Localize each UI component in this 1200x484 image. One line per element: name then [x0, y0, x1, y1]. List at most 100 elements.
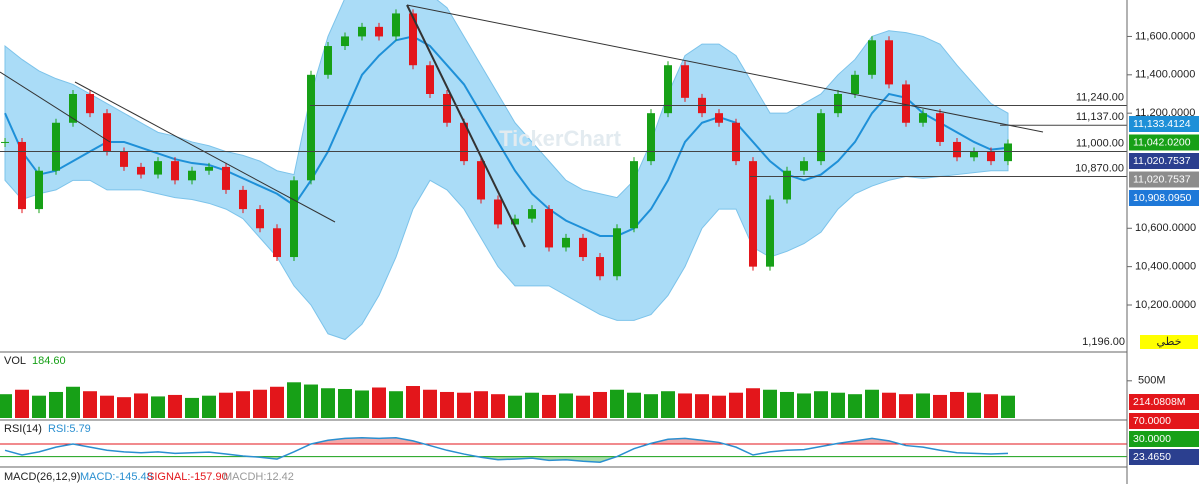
volume-bar [134, 393, 148, 418]
trendline [0, 71, 111, 143]
rsi-last: RSI:5.79 [48, 423, 91, 435]
candle [1, 141, 9, 143]
candle [154, 161, 162, 175]
candle [273, 228, 281, 258]
candle [1004, 143, 1012, 162]
price-badge-label: 11,042.0200 [1133, 136, 1191, 148]
volume-bar [797, 393, 811, 418]
level-label: 11,137.00 [1076, 111, 1124, 123]
volume-bar [814, 391, 828, 418]
volume-badge [1129, 394, 1199, 410]
volume-bar [508, 395, 522, 418]
candle [477, 161, 485, 200]
y-tick-label: 10,400.0000 [1135, 261, 1196, 273]
rsi-level-label: 70.0000 [1133, 415, 1171, 427]
candle [596, 257, 604, 277]
volume-bar [185, 397, 199, 418]
candle [715, 113, 723, 123]
volume-bar [542, 394, 556, 418]
watermark: TickerChart [499, 126, 622, 151]
candle [375, 26, 383, 37]
volume-bar [66, 386, 80, 418]
volume-bar [15, 389, 29, 418]
price-badge-label: 10,908.0950 [1133, 192, 1192, 204]
volume-bar [0, 394, 12, 418]
volume-bar [644, 394, 658, 418]
volume-bar [202, 395, 216, 418]
price-badge [1129, 171, 1199, 188]
candle [460, 122, 468, 162]
macd-title: MACD(26,12,9) [4, 471, 80, 483]
volume-bar [831, 392, 845, 418]
candle [324, 46, 332, 75]
volume-bar [950, 391, 964, 418]
volume-bar [406, 386, 420, 418]
volume-bar [338, 388, 352, 418]
corner-value: 1,196.00 [1082, 336, 1125, 348]
candle [120, 151, 128, 167]
candle [579, 237, 587, 258]
y-tick-label: 11,600.0000 [1135, 30, 1195, 42]
volume-bar [984, 394, 998, 418]
level-label: 10,870.00 [1075, 162, 1124, 174]
candle [817, 113, 825, 162]
candle [392, 13, 400, 37]
vol-last: 184.60 [32, 355, 66, 367]
candle [528, 209, 536, 219]
volume-bar [440, 391, 454, 418]
candle [613, 228, 621, 277]
volume-bar [151, 396, 165, 418]
candle [868, 40, 876, 75]
candle [970, 151, 978, 158]
volume-bar [287, 382, 301, 418]
level-label: 11,000.00 [1076, 137, 1124, 149]
style-button[interactable] [1140, 335, 1198, 349]
candle [562, 237, 570, 248]
volume-bar [117, 397, 131, 418]
volume-bar [525, 392, 539, 418]
volume-bar [661, 391, 675, 418]
candle [35, 170, 43, 210]
volume-bar [882, 392, 896, 418]
volume-bar [967, 392, 981, 418]
rsi-title: RSI(14) [4, 423, 42, 435]
rsi-level-badge [1129, 413, 1199, 429]
volume-bar [848, 394, 862, 418]
style-button-label[interactable]: خطي [1157, 336, 1182, 348]
candle [630, 161, 638, 229]
rsi-badge-label: 23.4650 [1133, 451, 1171, 463]
volume-bar [168, 394, 182, 418]
candle [732, 122, 740, 162]
volume-bar [593, 391, 607, 418]
y-tick-label: 10,200.0000 [1135, 299, 1196, 311]
volume-bar [236, 391, 250, 418]
candle [426, 65, 434, 94]
volume-bar [763, 389, 777, 418]
candle [290, 180, 298, 258]
volume-bar [695, 394, 709, 418]
volume-bar [899, 394, 913, 418]
volume-bar [270, 386, 284, 418]
volume-bar [780, 391, 794, 418]
y-tick-label: 500M [1138, 375, 1166, 387]
volume-bar [49, 391, 63, 418]
volume-badge-label: 214.0808M [1133, 396, 1186, 408]
candle [800, 161, 808, 171]
candle [443, 93, 451, 123]
candle [647, 113, 655, 162]
volume-bar [32, 395, 46, 418]
volume-bar [610, 389, 624, 418]
candle [205, 166, 213, 171]
candle [749, 161, 757, 267]
candle [545, 209, 553, 248]
candle [137, 166, 145, 175]
macd-signal: SIGNAL:-157.90 [147, 471, 228, 483]
volume-bar [712, 395, 726, 418]
trendline [406, 4, 1044, 133]
candle [783, 170, 791, 200]
price-badge-label: 11,020.7537 [1133, 155, 1191, 167]
rsi-badge [1129, 449, 1199, 465]
candle [494, 199, 502, 225]
volume-bar [321, 388, 335, 418]
